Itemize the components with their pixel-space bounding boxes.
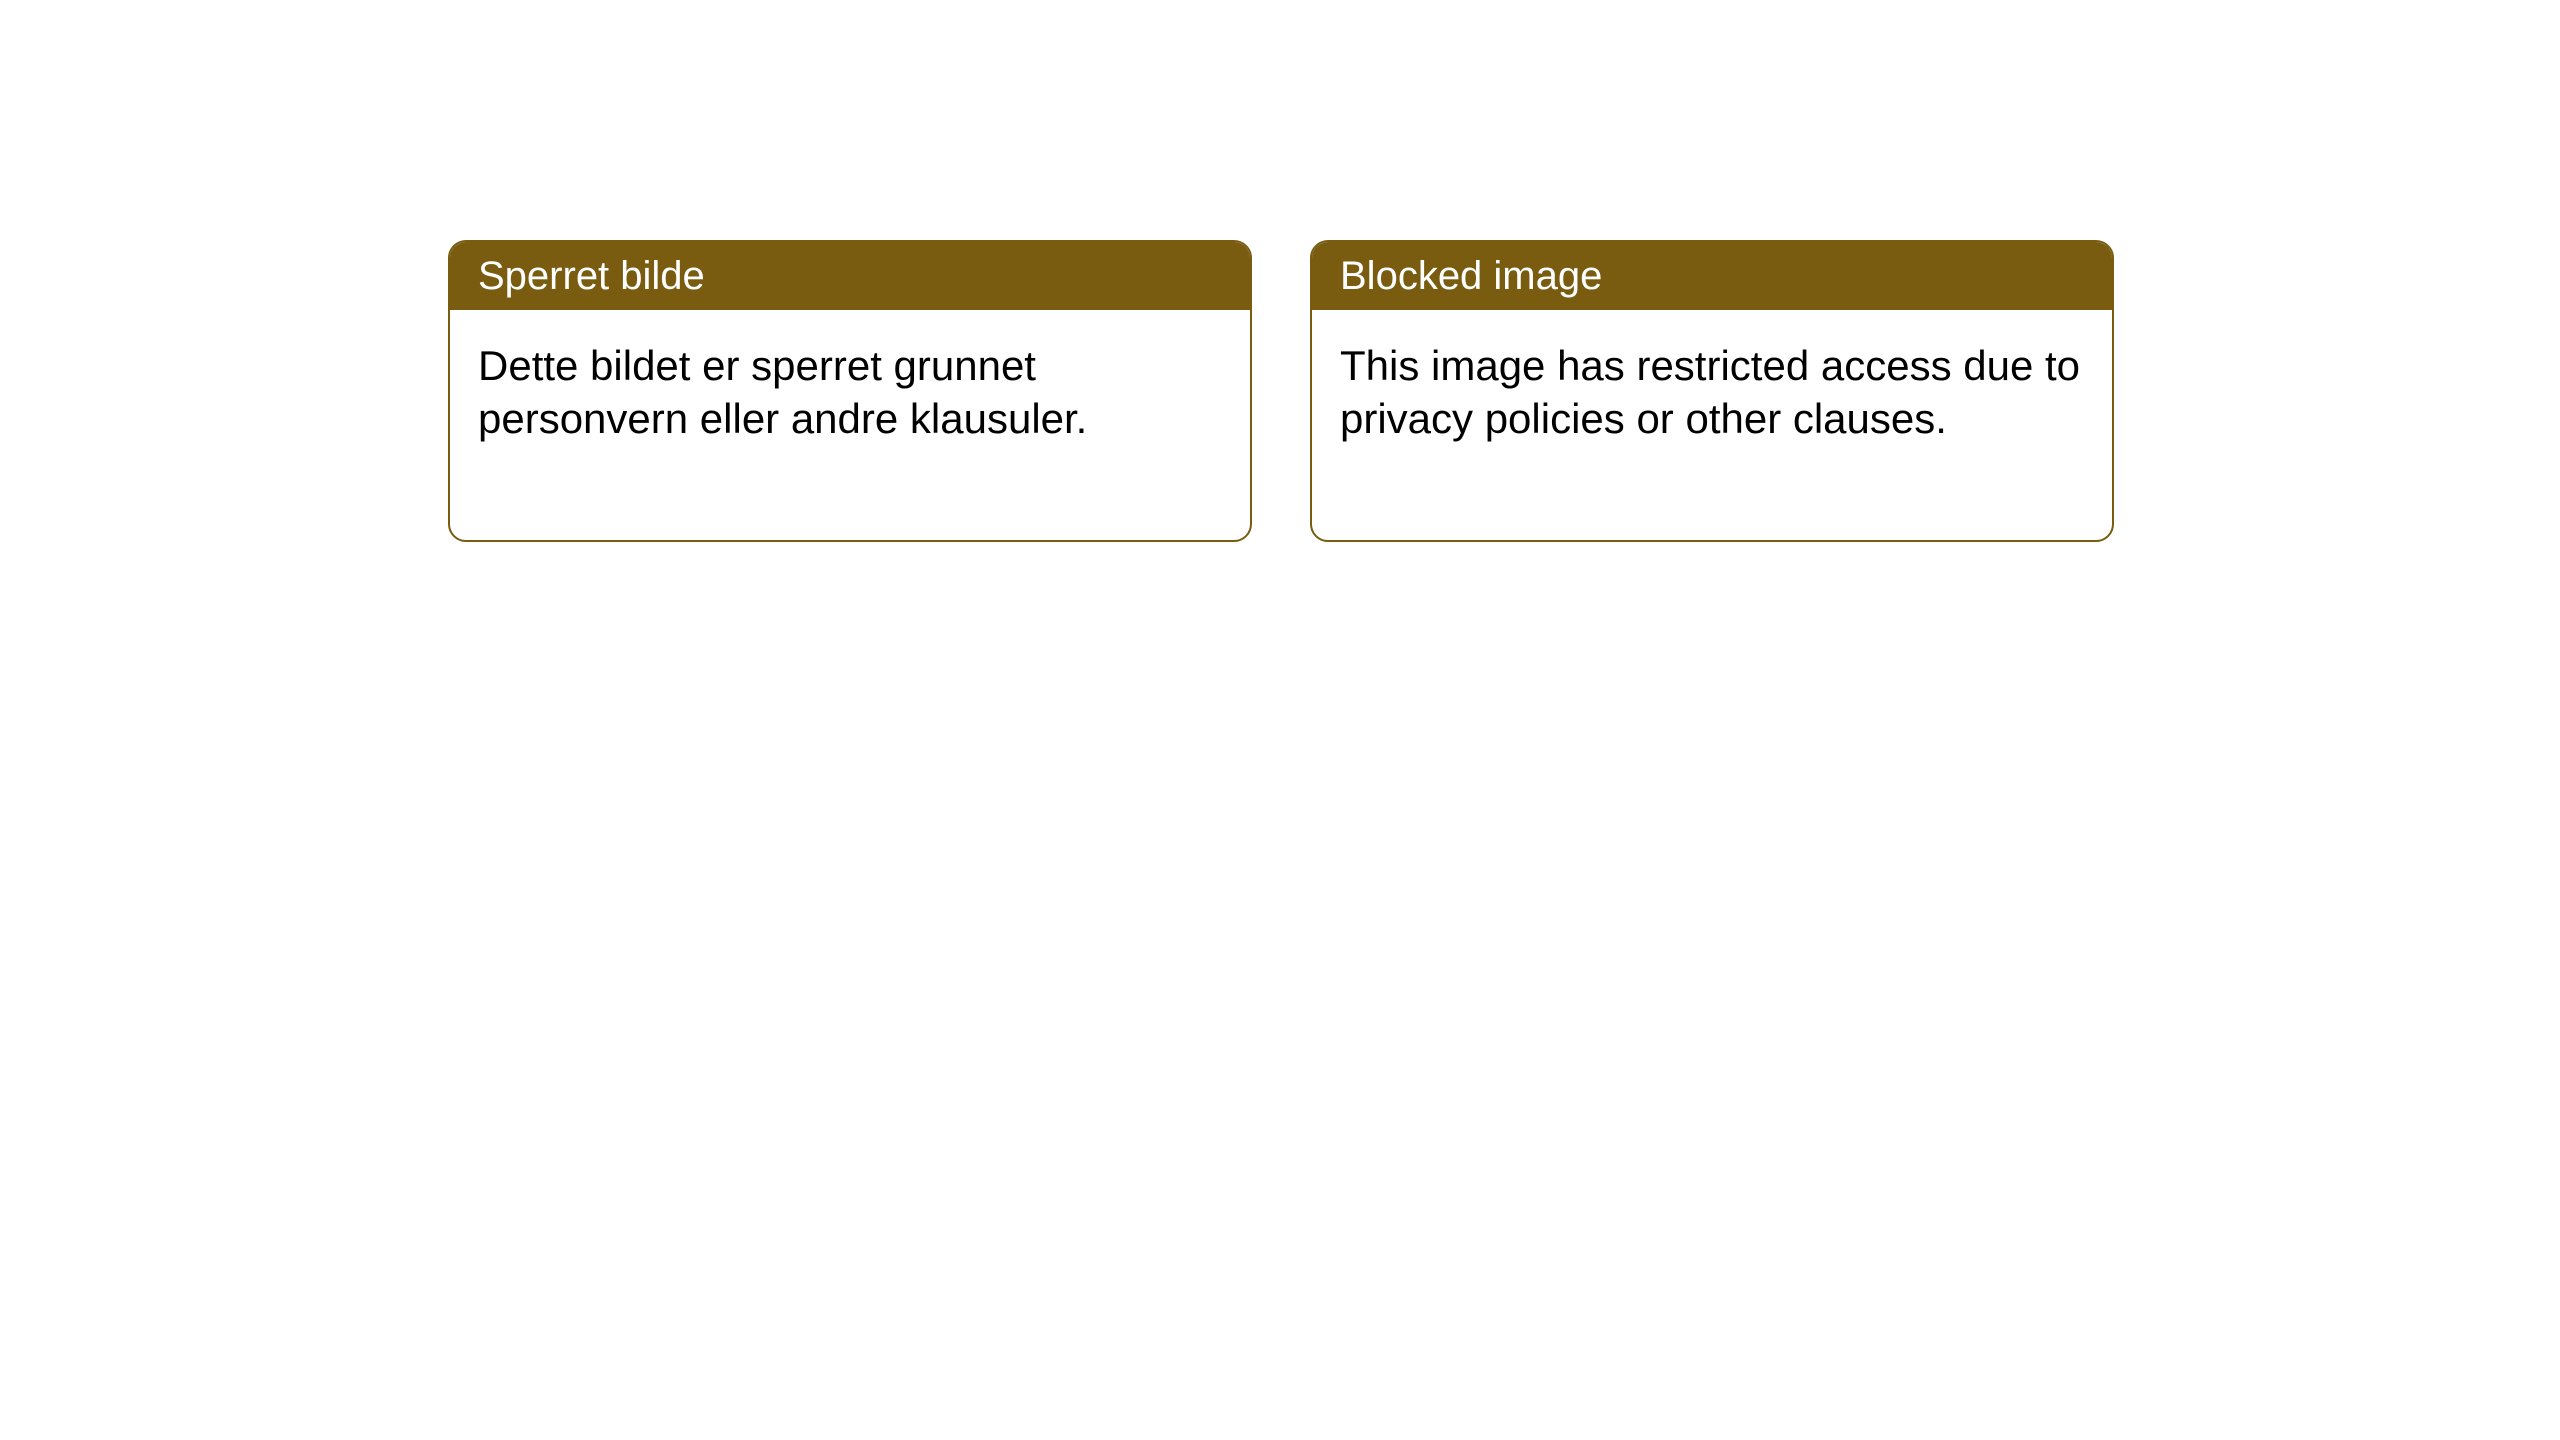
card-body: Dette bildet er sperret grunnet personve… xyxy=(450,310,1250,540)
card-title: Blocked image xyxy=(1340,254,1602,298)
card-body: This image has restricted access due to … xyxy=(1312,310,2112,540)
card-body-text: Dette bildet er sperret grunnet personve… xyxy=(478,342,1087,442)
card-title: Sperret bilde xyxy=(478,254,705,298)
blocked-notice-card-en: Blocked image This image has restricted … xyxy=(1310,240,2114,542)
blocked-notice-card-no: Sperret bilde Dette bildet er sperret gr… xyxy=(448,240,1252,542)
notice-container: Sperret bilde Dette bildet er sperret gr… xyxy=(0,0,2560,542)
card-header: Sperret bilde xyxy=(450,242,1250,310)
card-body-text: This image has restricted access due to … xyxy=(1340,342,2080,442)
card-header: Blocked image xyxy=(1312,242,2112,310)
